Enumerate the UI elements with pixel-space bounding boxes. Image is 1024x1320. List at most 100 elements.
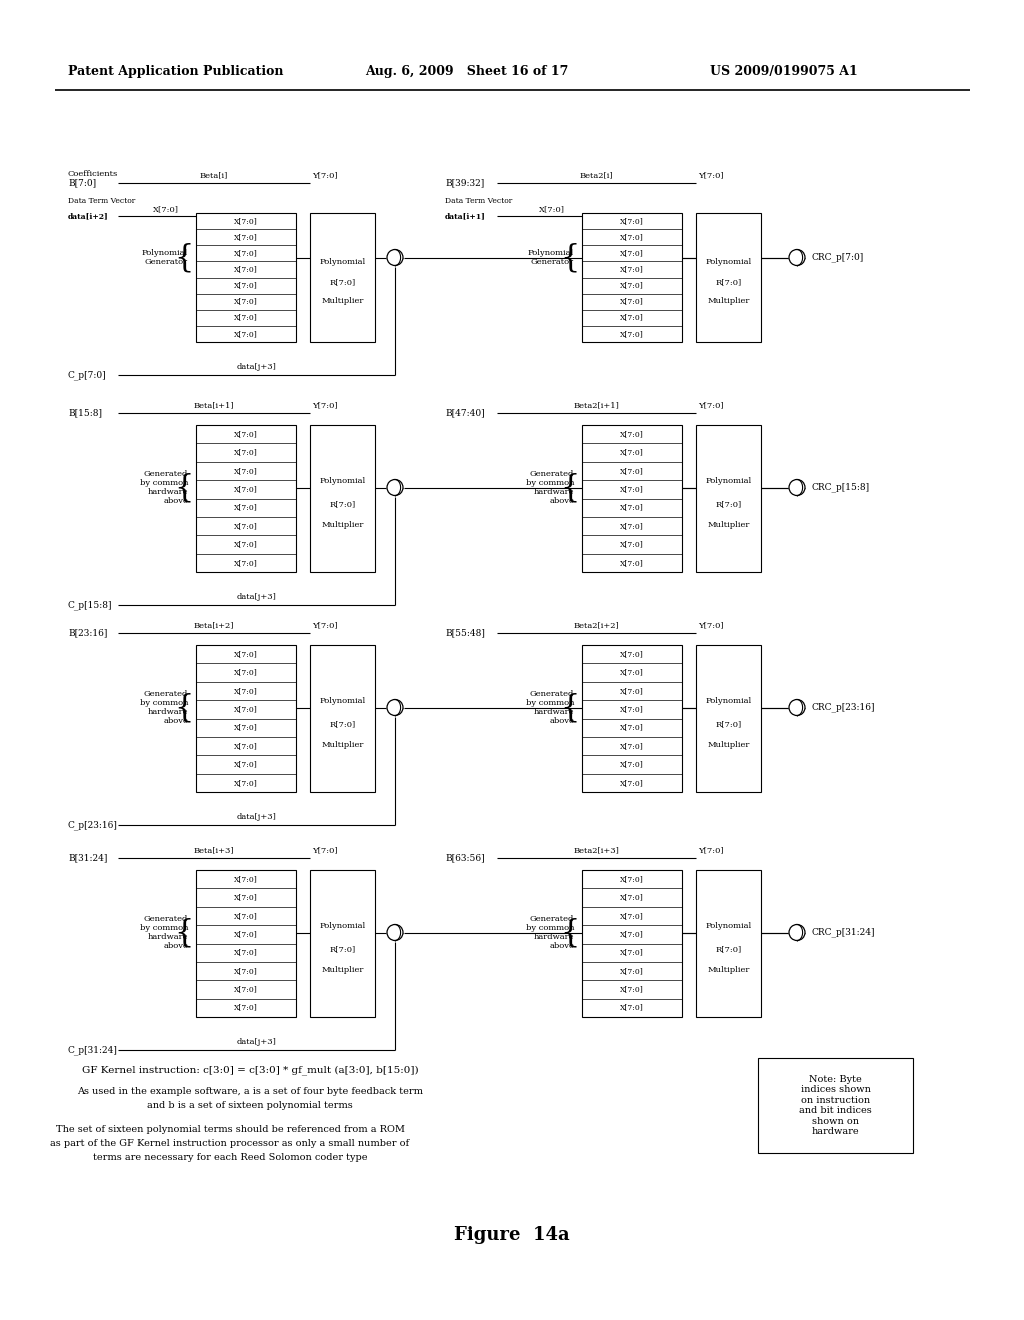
Text: {: { xyxy=(560,242,580,273)
Text: X[7:0]: X[7:0] xyxy=(621,234,644,242)
Text: X[7:0]: X[7:0] xyxy=(621,931,644,939)
Text: R[7:0]: R[7:0] xyxy=(330,500,355,508)
Text: Beta[i+1]: Beta[i+1] xyxy=(194,401,234,409)
Text: X[7:0]: X[7:0] xyxy=(621,668,644,677)
Text: as part of the GF Kernel instruction processor as only a small number of: as part of the GF Kernel instruction pro… xyxy=(50,1139,410,1148)
Text: Beta2[i]: Beta2[i] xyxy=(580,172,613,180)
Text: Y[7:0]: Y[7:0] xyxy=(312,172,338,180)
Text: X[7:0]: X[7:0] xyxy=(234,504,258,512)
Bar xyxy=(310,645,375,792)
Text: Data Term Vector: Data Term Vector xyxy=(445,197,512,205)
Bar xyxy=(696,870,761,1016)
Text: B[39:32]: B[39:32] xyxy=(445,178,484,187)
Text: and b is a set of sixteen polynomial terms: and b is a set of sixteen polynomial ter… xyxy=(147,1101,353,1110)
Text: X[7:0]: X[7:0] xyxy=(621,281,644,289)
Text: C_p[7:0]: C_p[7:0] xyxy=(68,370,106,380)
Text: X[7:0]: X[7:0] xyxy=(234,949,258,957)
Text: X[7:0]: X[7:0] xyxy=(234,249,258,257)
Text: data[j+3]: data[j+3] xyxy=(237,813,276,821)
Text: R[7:0]: R[7:0] xyxy=(716,945,741,953)
Bar xyxy=(696,213,761,342)
Bar xyxy=(310,213,375,342)
Text: data[i+2]: data[i+2] xyxy=(68,213,109,220)
Bar xyxy=(196,213,296,342)
Text: X[7:0]: X[7:0] xyxy=(234,742,258,750)
Text: Generated
by common
hardware
above: Generated by common hardware above xyxy=(525,470,574,506)
Text: B[55:48]: B[55:48] xyxy=(445,628,485,638)
Bar xyxy=(582,870,682,1016)
Text: X[7:0]: X[7:0] xyxy=(234,523,258,531)
Text: X[7:0]: X[7:0] xyxy=(621,1003,644,1012)
Text: X[7:0]: X[7:0] xyxy=(234,779,258,787)
Text: Multiplier: Multiplier xyxy=(708,521,750,529)
Text: X[7:0]: X[7:0] xyxy=(621,779,644,787)
Text: X[7:0]: X[7:0] xyxy=(234,1003,258,1012)
Text: Polynomial: Polynomial xyxy=(706,477,752,484)
Text: X[7:0]: X[7:0] xyxy=(621,504,644,512)
Text: X[7:0]: X[7:0] xyxy=(234,486,258,494)
Text: X[7:0]: X[7:0] xyxy=(234,668,258,677)
Circle shape xyxy=(790,479,805,495)
Text: X[7:0]: X[7:0] xyxy=(621,968,644,975)
Text: X[7:0]: X[7:0] xyxy=(621,430,644,438)
Text: X[7:0]: X[7:0] xyxy=(621,705,644,713)
Text: X[7:0]: X[7:0] xyxy=(234,986,258,994)
Text: X[7:0]: X[7:0] xyxy=(234,216,258,226)
Bar xyxy=(582,645,682,792)
Bar xyxy=(196,425,296,572)
Text: Multiplier: Multiplier xyxy=(322,297,364,305)
Text: Beta2[i+2]: Beta2[i+2] xyxy=(573,620,620,630)
Text: X[7:0]: X[7:0] xyxy=(621,912,644,920)
Text: X[7:0]: X[7:0] xyxy=(234,723,258,731)
Text: Data Term Vector: Data Term Vector xyxy=(68,197,135,205)
Text: data[i+1]: data[i+1] xyxy=(445,213,485,220)
Text: X[7:0]: X[7:0] xyxy=(621,314,644,322)
Text: X[7:0]: X[7:0] xyxy=(234,558,258,566)
Text: CRC_p[15:8]: CRC_p[15:8] xyxy=(812,483,870,492)
Bar xyxy=(196,645,296,792)
Text: {: { xyxy=(560,473,580,503)
Text: R[7:0]: R[7:0] xyxy=(330,721,355,729)
Text: Multiplier: Multiplier xyxy=(322,741,364,748)
Text: X[7:0]: X[7:0] xyxy=(621,986,644,994)
Text: {: { xyxy=(175,692,194,723)
Text: Beta[i]: Beta[i] xyxy=(200,172,228,180)
Text: Generated
by common
hardware
above: Generated by common hardware above xyxy=(139,915,188,950)
Text: X[7:0]: X[7:0] xyxy=(621,330,644,338)
Bar xyxy=(758,1059,913,1152)
Text: X[7:0]: X[7:0] xyxy=(621,894,644,902)
Text: X[7:0]: X[7:0] xyxy=(234,234,258,242)
Text: data[j+3]: data[j+3] xyxy=(237,363,276,371)
Text: Polynomial: Polynomial xyxy=(706,921,752,929)
Text: CRC_p[7:0]: CRC_p[7:0] xyxy=(812,252,864,263)
Text: B[47:40]: B[47:40] xyxy=(445,408,484,417)
Circle shape xyxy=(387,700,403,715)
Text: Beta[i+3]: Beta[i+3] xyxy=(194,846,234,854)
Circle shape xyxy=(790,700,805,715)
Text: Y[7:0]: Y[7:0] xyxy=(312,401,338,409)
Text: X[7:0]: X[7:0] xyxy=(621,558,644,566)
Text: data[j+3]: data[j+3] xyxy=(237,1038,276,1045)
Text: CRC_p[23:16]: CRC_p[23:16] xyxy=(812,702,876,713)
Text: X[7:0]: X[7:0] xyxy=(234,449,258,457)
Text: Polynomial
Generator: Polynomial Generator xyxy=(141,249,188,267)
Text: Beta[i+2]: Beta[i+2] xyxy=(194,620,234,630)
Text: B[15:8]: B[15:8] xyxy=(68,408,102,417)
Text: CRC_p[31:24]: CRC_p[31:24] xyxy=(812,928,876,937)
Text: C_p[31:24]: C_p[31:24] xyxy=(68,1045,118,1055)
Text: Coefficients: Coefficients xyxy=(68,170,118,178)
Text: Multiplier: Multiplier xyxy=(708,741,750,748)
Text: As used in the example software, a is a set of four byte feedback term: As used in the example software, a is a … xyxy=(77,1088,423,1097)
Text: {: { xyxy=(560,917,580,948)
Bar xyxy=(696,425,761,572)
Text: Polynomial: Polynomial xyxy=(319,257,366,267)
Text: X[7:0]: X[7:0] xyxy=(234,760,258,768)
Text: Figure  14a: Figure 14a xyxy=(455,1226,569,1243)
Text: X[7:0]: X[7:0] xyxy=(234,330,258,338)
Text: Note: Byte
indices shown
on instruction
and bit indices
shown on
hardware: Note: Byte indices shown on instruction … xyxy=(799,1074,871,1137)
Text: X[7:0]: X[7:0] xyxy=(621,875,644,883)
Text: X[7:0]: X[7:0] xyxy=(621,686,644,694)
Text: X[7:0]: X[7:0] xyxy=(234,298,258,306)
Text: B[7:0]: B[7:0] xyxy=(68,178,96,187)
Text: X[7:0]: X[7:0] xyxy=(234,968,258,975)
